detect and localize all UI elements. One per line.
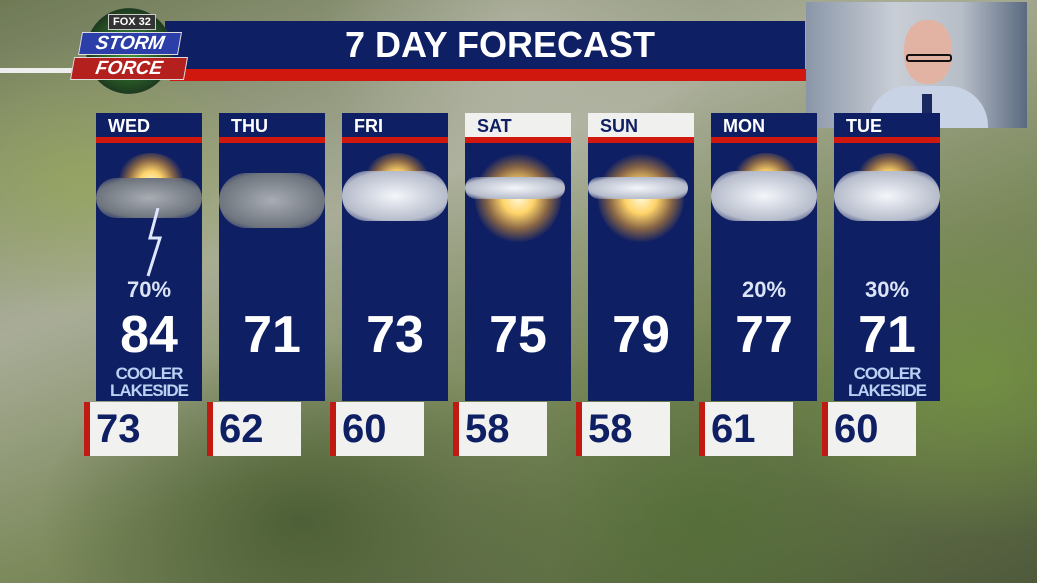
day-column-sat: SAT 75 — [465, 113, 571, 401]
title-red-bar — [170, 69, 806, 81]
day-label: TUE — [834, 113, 940, 137]
day-label: SUN — [588, 113, 694, 137]
presenter-video-inset — [806, 2, 1027, 128]
partly-cloudy-icon — [834, 153, 940, 263]
day-label: FRI — [342, 113, 448, 137]
high-temp: 77 — [735, 306, 793, 364]
note-line1: COOLER — [115, 364, 184, 383]
day-red-bar — [588, 137, 694, 143]
day-label: SAT — [465, 113, 571, 137]
high-temp: 84 — [120, 306, 178, 364]
note-line1: COOLER — [853, 364, 922, 383]
note: COOLER LAKESIDE — [96, 365, 202, 399]
low-temp: 60 — [330, 402, 424, 456]
logo-network: FOX 32 — [108, 14, 156, 30]
precip-chance: 20% — [741, 277, 787, 302]
storm-force-logo: FOX 32 STORM FORCE — [69, 8, 190, 94]
note: COOLER LAKESIDE — [834, 365, 940, 399]
partly-cloudy-icon — [342, 153, 448, 263]
high-temp: 71 — [243, 306, 301, 364]
day-column-wed: WED 70% 84 COOLER LAKESIDE — [96, 113, 202, 401]
day-column-fri: FRI 73 — [342, 113, 448, 401]
day-label: WED — [96, 113, 202, 137]
note-line2: LAKESIDE — [848, 381, 927, 400]
low-temp: 58 — [453, 402, 547, 456]
note-line2: LAKESIDE — [110, 381, 189, 400]
logo-accent-line — [0, 68, 80, 73]
low-temp: 73 — [84, 402, 178, 456]
day-red-bar — [342, 137, 448, 143]
day-red-bar — [219, 137, 325, 143]
day-column-tue: TUE 30% 71 COOLER LAKESIDE — [834, 113, 940, 401]
high-temp: 71 — [858, 306, 916, 364]
low-temp: 60 — [822, 402, 916, 456]
low-temp: 62 — [207, 402, 301, 456]
high-temp: 73 — [366, 306, 424, 364]
day-red-bar — [96, 137, 202, 143]
mostly-sunny-icon — [588, 153, 694, 263]
day-label: THU — [219, 113, 325, 137]
high-temp: 79 — [612, 306, 670, 364]
logo-line2: FORCE — [69, 57, 189, 80]
day-red-bar — [711, 137, 817, 143]
partly-cloudy-icon — [711, 153, 817, 263]
cloudy-icon — [219, 153, 325, 263]
day-red-bar — [465, 137, 571, 143]
high-temp: 75 — [489, 306, 547, 364]
precip-chance: 70% — [126, 277, 172, 302]
day-red-bar — [834, 137, 940, 143]
thunderstorm-icon — [96, 153, 202, 277]
page-title: 7 DAY FORECAST — [195, 21, 805, 69]
low-temp: 58 — [576, 402, 670, 456]
precip-chance: 30% — [864, 277, 910, 302]
day-column-thu: THU 71 — [219, 113, 325, 401]
logo-line1: STORM — [77, 32, 183, 55]
day-label: MON — [711, 113, 817, 137]
low-temp: 61 — [699, 402, 793, 456]
day-column-mon: MON 20% 77 — [711, 113, 817, 401]
mostly-sunny-icon — [465, 153, 571, 263]
day-column-sun: SUN 79 — [588, 113, 694, 401]
